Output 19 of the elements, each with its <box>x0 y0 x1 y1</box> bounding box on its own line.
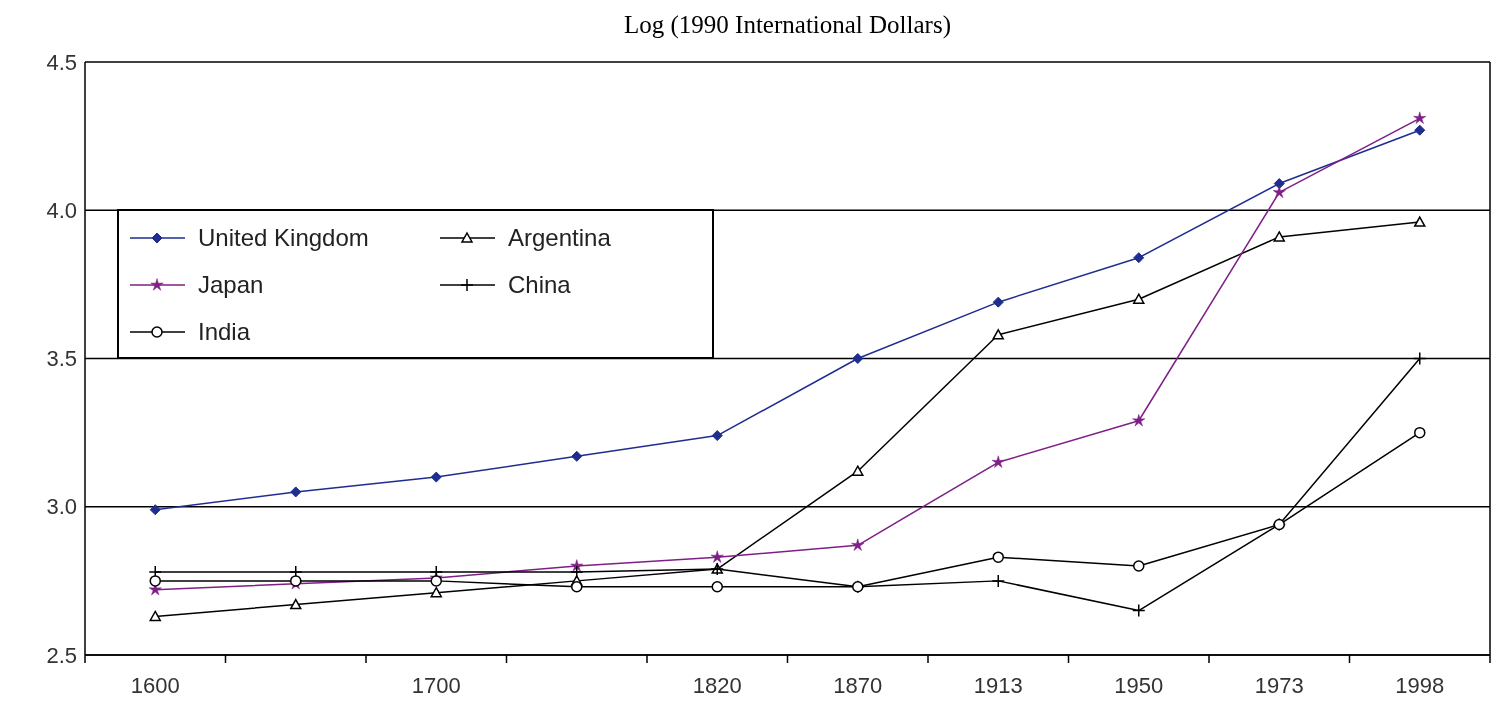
x-tick-label: 1950 <box>1114 673 1164 698</box>
y-tick-label: 3.5 <box>46 346 77 372</box>
y-tick-label: 3.0 <box>46 494 77 520</box>
x-tick-label: 1600 <box>130 673 180 698</box>
legend-label: United Kingdom <box>198 224 369 252</box>
y-tick-label: 4.0 <box>46 197 77 223</box>
y-tick-label: 4.5 <box>46 49 77 75</box>
x-tick-label: 1820 <box>692 673 742 698</box>
legend-label: India <box>198 318 251 346</box>
y-tick-label: 2.5 <box>46 642 77 668</box>
x-tick-label: 1870 <box>833 673 883 698</box>
x-tick-label: 1998 <box>1395 673 1445 698</box>
legend-label: Japan <box>198 271 264 299</box>
legend-label: Argentina <box>508 224 612 252</box>
x-tick-label: 1973 <box>1254 673 1304 698</box>
x-tick-label: 1700 <box>411 673 461 698</box>
legend-label: China <box>508 271 572 299</box>
chart-title: Log (1990 International Dollars) <box>624 11 951 39</box>
x-tick-label: 1913 <box>973 673 1023 698</box>
